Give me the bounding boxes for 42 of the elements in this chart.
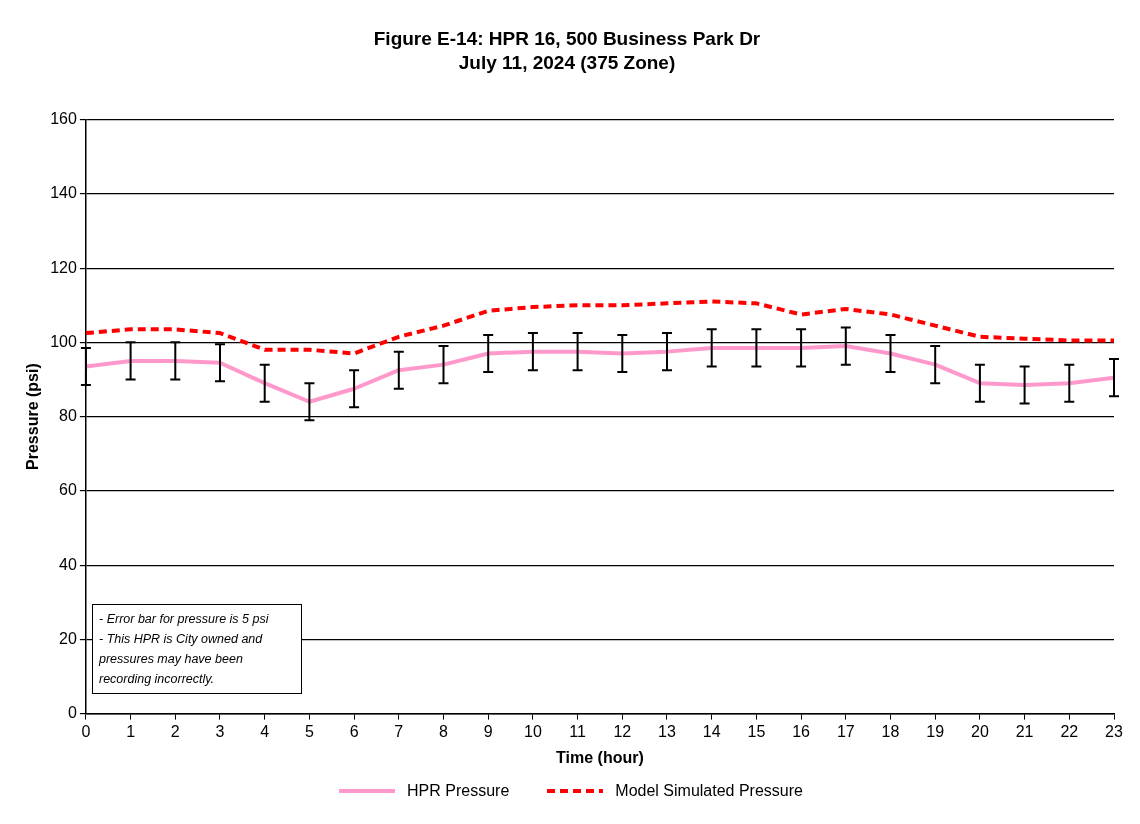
- annotation: - This HPR is City owned and pressures may have been recording incorrectly.: [99, 631, 264, 688]
- y-tick-label: 60: [59, 481, 77, 499]
- y-tick-label: 100: [50, 332, 77, 350]
- x-tick-label: 3: [215, 722, 225, 740]
- chart-title: Figure E-14: HPR 16, 500 Business Park Dr: [373, 27, 761, 49]
- y-tick-label: 0: [67, 704, 77, 722]
- x-axis-title: Time (hour): [556, 748, 644, 766]
- x-tick-label: 12: [613, 722, 632, 740]
- x-tick-label: 8: [439, 722, 449, 740]
- legend-label: Model Simulated Pressure: [615, 782, 803, 800]
- chart-subtitle: July 11, 2024 (375 Zone): [458, 52, 676, 74]
- y-tick-label: 120: [50, 258, 77, 276]
- x-tick-label: 14: [702, 722, 721, 740]
- y-tick-label: 40: [59, 555, 77, 573]
- x-tick-label: 0: [81, 722, 91, 740]
- x-tick-label: 17: [836, 722, 855, 740]
- x-tick-label: 6: [349, 722, 359, 740]
- x-tick-label: 18: [881, 722, 900, 740]
- x-tick-label: 23: [1105, 722, 1123, 740]
- x-tick-label: 5: [304, 722, 314, 740]
- x-tick-label: 11: [569, 722, 586, 740]
- x-tick-label: 15: [747, 722, 766, 740]
- x-tick-label: 13: [658, 722, 676, 740]
- x-tick-label: 4: [260, 722, 270, 740]
- x-tick-label: 21: [1015, 722, 1034, 740]
- x-tick-label: 9: [483, 722, 493, 740]
- annotation: - Error bar for pressure is 5 psi: [99, 611, 270, 628]
- y-tick-label: 140: [50, 184, 77, 202]
- y-tick-label: 20: [59, 629, 77, 647]
- x-tick-label: 19: [926, 722, 945, 740]
- x-tick-label: 10: [524, 722, 542, 740]
- note-box: - Error bar for pressure is 5 psi - This HPR is City owned and pressures may have been recording incorrectly.: [92, 604, 302, 694]
- y-tick-label: 160: [50, 110, 77, 128]
- x-tick-label: 2: [170, 722, 180, 740]
- legend-label: HPR Pressure: [407, 782, 510, 800]
- y-tick-label: 80: [59, 407, 77, 425]
- x-tick-label: 20: [971, 722, 989, 740]
- x-tick-label: 16: [792, 722, 811, 740]
- x-tick-label: 1: [126, 722, 136, 740]
- y-axis-title: Pressure (psi): [24, 363, 42, 470]
- x-tick-label: 7: [394, 722, 404, 740]
- x-tick-label: 22: [1060, 722, 1079, 740]
